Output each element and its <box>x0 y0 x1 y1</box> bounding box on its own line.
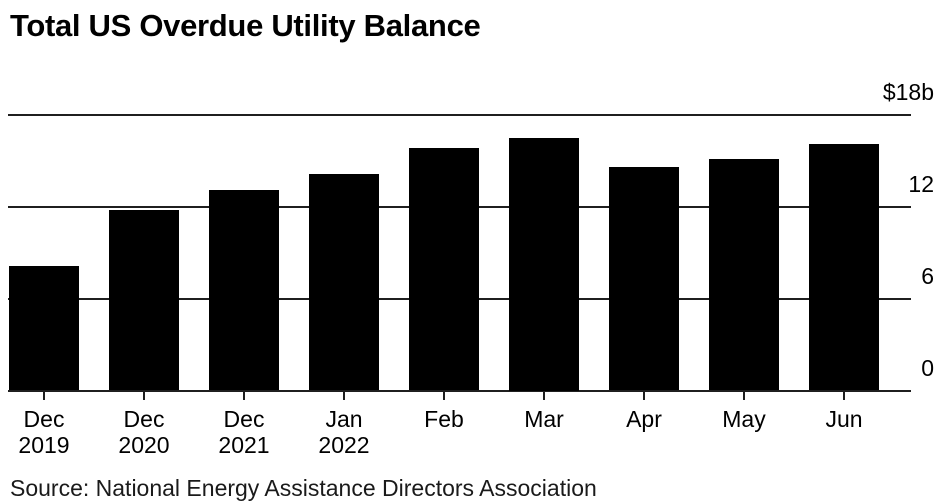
x-axis-tick-apr <box>643 390 645 400</box>
x-tick-label-jun: Jun <box>825 406 863 432</box>
y-tick-label-0: 0 <box>921 354 934 381</box>
chart-title: Total US Overdue Utility Balance <box>10 8 481 43</box>
x-tick-label-apr: Apr <box>626 406 662 432</box>
source-note: Source: National Energy Assistance Direc… <box>10 475 597 501</box>
x-tick-label-feb: Feb <box>424 406 464 432</box>
bar-jun <box>809 143 879 391</box>
x-tick-label-dec-2021: Dec 2021 <box>218 406 270 458</box>
y-tick-label-18: $18b <box>882 78 934 105</box>
x-axis-tick-jan-2022 <box>343 390 345 400</box>
bar-feb <box>409 148 479 391</box>
y-tick-label-6: 6 <box>921 262 934 289</box>
x-axis-tick-jun <box>843 390 845 400</box>
x-axis-baseline <box>8 389 911 392</box>
gridline-18 <box>8 113 911 116</box>
bar-may <box>709 158 779 391</box>
bar-dec-2021 <box>209 189 279 391</box>
x-axis-tick-dec-2021 <box>243 390 245 400</box>
x-tick-label-jan-2022: Jan 2022 <box>318 406 370 458</box>
x-axis-tick-may <box>743 390 745 400</box>
bar-dec-2019 <box>9 266 79 391</box>
x-axis-tick-mar <box>543 390 545 400</box>
x-tick-label-mar: Mar <box>524 406 564 432</box>
y-tick-label-12: 12 <box>908 170 934 197</box>
x-axis-tick-feb <box>443 390 445 400</box>
bar-mar <box>509 137 579 391</box>
bar-apr <box>609 166 679 391</box>
x-tick-label-dec-2020: Dec 2020 <box>118 406 170 458</box>
x-axis-tick-dec-2020 <box>143 390 145 400</box>
bar-dec-2020 <box>109 209 179 391</box>
bar-jan-2022 <box>309 174 379 391</box>
x-tick-label-dec-2019: Dec 2019 <box>18 406 70 458</box>
x-axis-tick-dec-2019 <box>43 390 45 400</box>
x-tick-label-may: May <box>722 406 766 432</box>
